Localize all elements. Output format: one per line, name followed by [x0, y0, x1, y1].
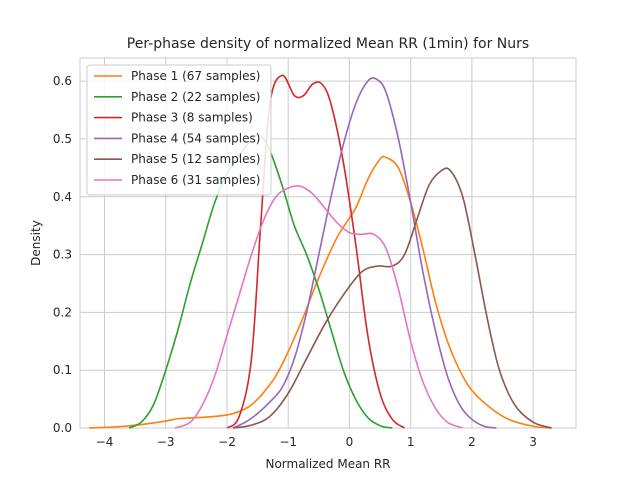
y-tick-label: 0.0 [53, 421, 72, 435]
y-tick-label: 0.2 [53, 305, 72, 319]
y-tick-label: 0.3 [53, 248, 72, 262]
legend: Phase 1 (67 samples) Phase 2 (22 samples)… [86, 64, 272, 196]
x-tick-label: 3 [529, 435, 537, 449]
x-tick-label: −3 [157, 435, 175, 449]
legend-box [86, 64, 272, 196]
series-line-phase-3 [226, 74, 406, 429]
legend-label-phase-6: Phase 6 (31 samples) [131, 173, 260, 187]
legend-label-phase-1: Phase 1 (67 samples) [131, 69, 260, 83]
y-tick-label: 0.1 [53, 363, 72, 377]
series-line-phase-5 [232, 167, 552, 429]
x-tick-label: −2 [218, 435, 236, 449]
series-line-phase-4 [232, 77, 497, 429]
chart-title: Per-phase density of normalized Mean RR … [127, 36, 529, 52]
y-axis-ticks: 0.0 0.1 0.2 0.3 0.4 0.5 0.6 [53, 74, 72, 435]
x-axis-ticks: −4 −3 −2 −1 0 1 2 3 [96, 435, 537, 449]
series-lines [89, 74, 552, 429]
y-axis-label: Density [29, 220, 43, 266]
x-tick-label: 2 [468, 435, 476, 449]
y-tick-label: 0.4 [53, 190, 72, 204]
x-tick-label: 1 [407, 435, 415, 449]
legend-label-phase-4: Phase 4 (54 samples) [131, 131, 260, 145]
legend-label-phase-3: Phase 3 (8 samples) [131, 111, 253, 125]
x-tick-label: −1 [279, 435, 297, 449]
series-line-phase-6 [174, 185, 464, 429]
legend-label-phase-5: Phase 5 (12 samples) [131, 152, 260, 166]
legend-label-phase-2: Phase 2 (22 samples) [131, 90, 260, 104]
y-tick-label: 0.5 [53, 132, 72, 146]
x-axis-label: Normalized Mean RR [265, 457, 390, 471]
series-line-phase-1 [89, 155, 552, 429]
x-tick-label: −4 [96, 435, 114, 449]
y-tick-label: 0.6 [53, 74, 72, 88]
x-tick-label: 0 [346, 435, 354, 449]
